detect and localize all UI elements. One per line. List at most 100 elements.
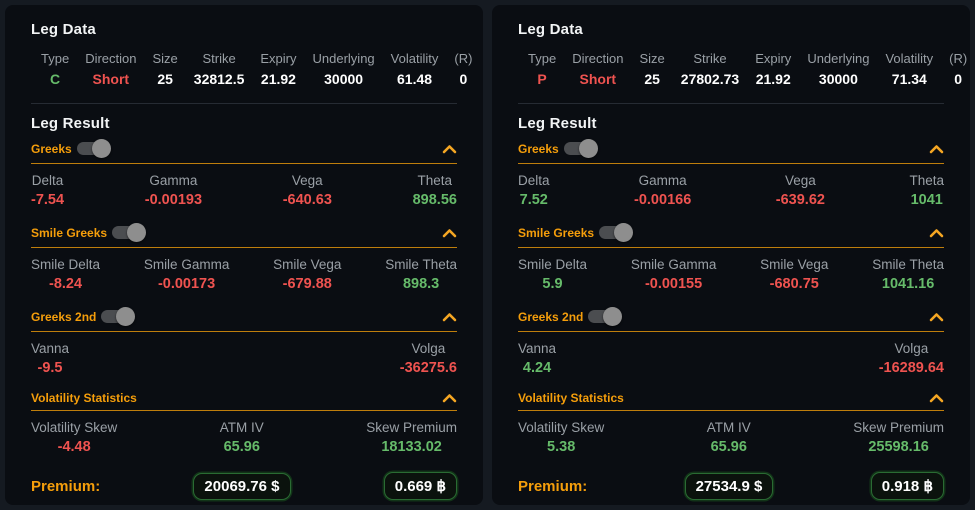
metric-volatility-skew: Volatility Skew 5.38 xyxy=(518,420,605,455)
leg-data-direction-value: Short xyxy=(579,71,617,87)
leg-data-col-direction: Direction xyxy=(572,51,624,66)
leg-data-title: Leg Data xyxy=(31,21,96,38)
chevron-up-icon[interactable] xyxy=(929,393,944,403)
section-header-greeks: Greeks xyxy=(31,139,457,164)
toggle-knob xyxy=(91,139,111,158)
premium-usd-badge: 27534.9 $ xyxy=(684,472,774,500)
leg-data-col-r: (R) xyxy=(454,51,473,66)
leg-data-type-value: C xyxy=(50,71,61,87)
leg-data-underlying-value: 30000 xyxy=(324,71,364,87)
metric-volatility-skew: Volatility Skew -4.48 xyxy=(31,420,118,455)
greeks-2nd-metrics: Vanna -9.5 Volga -36275.6 xyxy=(31,339,457,379)
leg-data-r-value: 0 xyxy=(459,71,468,87)
greeks-toggle[interactable] xyxy=(563,139,598,158)
section-divider xyxy=(31,103,457,104)
premium-label: Premium: xyxy=(31,477,101,495)
chevron-up-icon[interactable] xyxy=(929,312,944,322)
leg-data-col-expiry: Expiry xyxy=(755,51,792,66)
chevron-up-icon[interactable] xyxy=(442,144,457,154)
section-header-greeks-2nd: Greeks 2nd xyxy=(31,307,457,332)
smile-greeks-label: Smile Greeks xyxy=(31,225,108,240)
smile-greeks-metrics: Smile Delta -8.24 Smile Gamma -0.00173 S… xyxy=(31,255,457,295)
volatility-statistics-label: Volatility Statistics xyxy=(31,391,137,405)
metric-atm-iv: ATM IV 65.96 xyxy=(219,420,264,455)
smile-greeks-toggle[interactable] xyxy=(599,223,634,242)
section-header-smile-greeks: Smile Greeks xyxy=(31,223,457,248)
leg-data-strike-value: 32812.5 xyxy=(193,71,245,87)
greeks-2nd-toggle[interactable] xyxy=(101,307,136,326)
leg-data-direction-value: Short xyxy=(92,71,130,87)
metric-gamma: Gamma -0.00166 xyxy=(634,173,692,208)
toggle-knob xyxy=(614,223,634,242)
metric-delta: Delta -7.54 xyxy=(31,173,65,208)
greeks-2nd-label: Greeks 2nd xyxy=(518,309,584,324)
smile-greeks-toggle[interactable] xyxy=(112,223,147,242)
leg-data-title: Leg Data xyxy=(518,21,583,38)
section-header-volatility-statistics: Volatility Statistics xyxy=(31,391,457,411)
leg-result-title: Leg Result xyxy=(518,115,597,132)
leg-data-header-row: Type Direction Size Strike Expiry Underl… xyxy=(520,49,970,68)
leg-data-value-row: P Short 25 27802.73 21.92 30000 71.34 0 … xyxy=(520,68,970,88)
metric-delta: Delta 7.52 xyxy=(518,173,550,208)
chevron-up-icon[interactable] xyxy=(929,228,944,238)
leg-data-col-q: (Q) xyxy=(480,49,483,68)
chevron-up-icon[interactable] xyxy=(442,228,457,238)
greeks-metrics: Delta -7.54 Gamma -0.00193 Vega -640.63 … xyxy=(31,171,457,211)
volatility-statistics-metrics: Volatility Skew 5.38 ATM IV 65.96 Skew P… xyxy=(518,418,944,458)
leg-data-volatility-value: 71.34 xyxy=(891,71,927,87)
metric-volga: Volga -36275.6 xyxy=(399,341,457,376)
chevron-up-icon[interactable] xyxy=(929,144,944,154)
leg-data-col-strike: Strike xyxy=(202,51,236,66)
section-divider xyxy=(518,103,944,104)
smile-greeks-label: Smile Greeks xyxy=(518,225,595,240)
leg-data-expiry-value: 21.92 xyxy=(260,71,296,87)
premium-btc-badge: 0.918 ฿ xyxy=(870,472,944,500)
leg-data-col-type: Type xyxy=(528,51,557,66)
premium-row: Premium: 27534.9 $ 0.918 ฿ xyxy=(518,472,944,500)
leg-data-q-value: 0 xyxy=(480,68,483,88)
leg-data-col-type: Type xyxy=(41,51,70,66)
section-header-greeks-2nd: Greeks 2nd xyxy=(518,307,944,332)
toggle-knob xyxy=(116,307,136,326)
metric-smile-vega: Smile Vega -680.75 xyxy=(760,257,829,292)
chevron-up-icon[interactable] xyxy=(442,312,457,322)
leg-data-col-volatility: Volatility xyxy=(885,51,934,66)
section-header-greeks: Greeks xyxy=(518,139,944,164)
greeks-2nd-toggle[interactable] xyxy=(588,307,623,326)
section-header-smile-greeks: Smile Greeks xyxy=(518,223,944,248)
leg-data-col-direction: Direction xyxy=(85,51,137,66)
metric-skew-premium: Skew Premium 18133.02 xyxy=(366,420,457,455)
volatility-statistics-metrics: Volatility Skew -4.48 ATM IV 65.96 Skew … xyxy=(31,418,457,458)
leg-data-col-underlying: Underlying xyxy=(807,51,870,66)
metric-smile-delta: Smile Delta 5.9 xyxy=(518,257,588,292)
metric-atm-iv: ATM IV 65.96 xyxy=(706,420,751,455)
metric-skew-premium: Skew Premium 25598.16 xyxy=(853,420,944,455)
leg-data-col-strike: Strike xyxy=(693,51,727,66)
leg-data-volatility-value: 61.48 xyxy=(397,71,433,87)
leg-panel: Leg Data Type Direction Size Strike Expi… xyxy=(492,5,970,505)
toggle-knob xyxy=(127,223,147,242)
metric-vanna: Vanna -9.5 xyxy=(31,341,70,376)
metric-vega: Vega -639.62 xyxy=(775,173,825,208)
metric-smile-theta: Smile Theta 1041.16 xyxy=(872,257,944,292)
chevron-up-icon[interactable] xyxy=(442,393,457,403)
leg-data-size-value: 25 xyxy=(644,71,660,87)
metric-smile-gamma: Smile Gamma -0.00173 xyxy=(143,257,230,292)
leg-data-col-r: (R) xyxy=(949,51,968,66)
premium-usd-badge: 20069.76 $ xyxy=(193,472,291,500)
leg-data-col-expiry: Expiry xyxy=(260,51,297,66)
leg-data-underlying-value: 30000 xyxy=(818,71,858,87)
leg-data-col-size: Size xyxy=(152,51,178,66)
toggle-knob xyxy=(578,139,598,158)
premium-btc-badge: 0.669 ฿ xyxy=(383,472,457,500)
greeks-2nd-metrics: Vanna 4.24 Volga -16289.64 xyxy=(518,339,944,379)
metric-smile-gamma: Smile Gamma -0.00155 xyxy=(630,257,717,292)
leg-data-table: Type Direction Size Strike Expiry Underl… xyxy=(520,49,970,88)
metric-theta: Theta 1041 xyxy=(909,173,944,208)
leg-data-col-volatility: Volatility xyxy=(390,51,439,66)
premium-row: Premium: 20069.76 $ 0.669 ฿ xyxy=(31,472,457,500)
leg-data-type-value: P xyxy=(537,71,547,87)
metric-vanna: Vanna 4.24 xyxy=(518,341,557,376)
greeks-toggle[interactable] xyxy=(76,139,111,158)
